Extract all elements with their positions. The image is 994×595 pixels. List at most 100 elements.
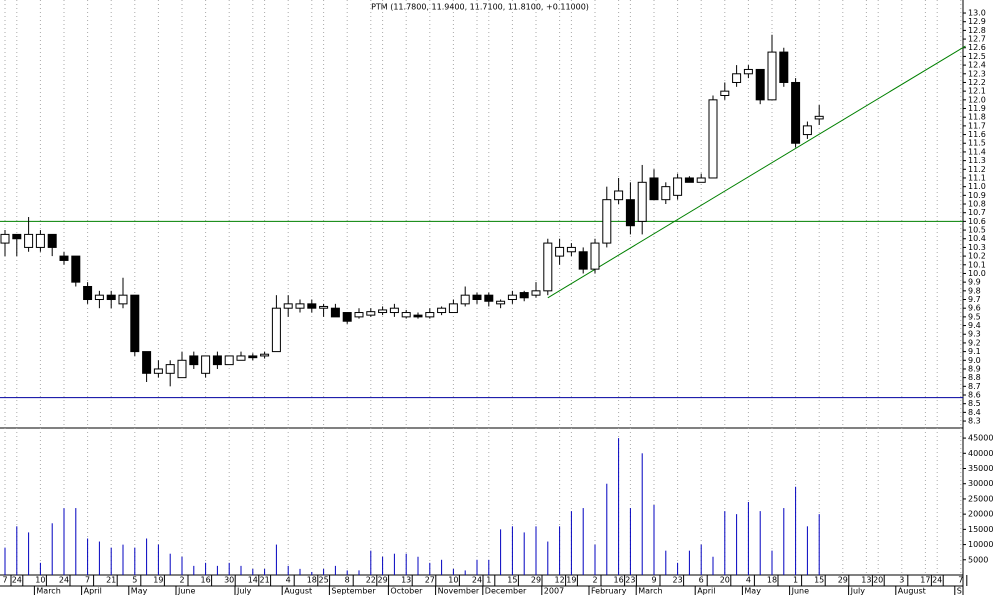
y-tick-label: 10.5 [968,226,986,235]
candle-body [448,303,458,314]
y2-tick-label: 40000 [968,449,993,458]
y2-tick-label: 20000 [968,510,993,519]
x-tick-label: 13 [401,576,411,585]
y-tick-label: 11.7 [968,121,986,130]
y-tick-label: 12.2 [968,78,986,87]
y2-tick-label: 5000 [968,555,988,564]
y2-tick-label: 45000 [968,434,993,443]
candle-body [24,233,34,248]
candle-body [47,233,57,248]
x-tick-label: 15 [814,576,824,585]
y-tick-label: 12.7 [968,35,986,44]
trendline [547,45,966,299]
y-tick-label: 10.1 [968,260,986,269]
y-tick-label: 8.5 [968,399,981,408]
y-tick-label: 10.9 [968,191,986,200]
candle-body [543,242,553,292]
y-tick-label: 12.3 [968,69,986,78]
month-label: August [284,587,312,595]
x-tick-label: 2 [179,576,184,585]
y-tick-label: 11.5 [968,139,986,148]
candle-body [0,233,10,244]
y-tick-label: 9.9 [968,278,981,287]
candle-body [271,307,281,353]
candle-body [661,186,671,201]
candle-body [614,190,624,201]
candle-body [767,51,777,101]
y-tick-label: 12.8 [968,26,986,35]
x-tick-label: 24 [472,576,482,585]
x-tick-label: 19 [566,576,576,585]
x-tick-label: 25 [319,576,329,585]
y-tick-label: 10.7 [968,208,986,217]
candle-body [342,312,352,322]
candle-body [566,246,576,253]
y2-tick-label: 15000 [968,525,993,534]
y-tick-label: 12.5 [968,52,986,61]
x-tick-label: 30 [224,576,234,585]
x-tick-label: 7 [2,576,7,585]
y-tick-label: 10.3 [968,243,986,252]
month-label: June [791,587,810,595]
x-tick-label: 4 [286,576,291,585]
candle-body [71,255,81,283]
y-tick-label: 9.7 [968,295,981,304]
candle-body [779,51,789,83]
candle-body [590,242,600,270]
x-tick-label: 24 [12,576,22,585]
candle-body [696,177,706,183]
x-tick-label: 5 [132,576,137,585]
x-tick-label: 7 [85,576,90,585]
month-label: June [177,587,196,595]
candle-body [153,368,163,374]
y-tick-label: 10.4 [968,234,986,243]
x-tick-label: 16 [614,576,624,585]
y-tick-label: 8.4 [968,408,981,417]
candle-body [484,294,494,302]
month-label: July [850,587,866,595]
y-tick-label: 11.8 [968,113,986,122]
month-label: April [84,587,102,595]
y-tick-label: 12.1 [968,87,986,96]
candle-body [472,294,482,301]
candle-body [413,314,423,318]
x-tick-label: 12 [555,576,565,585]
candle-body [236,355,246,361]
candle-body [106,294,116,301]
x-tick-label: 8 [345,576,350,585]
candle-body [625,199,635,227]
x-tick-label: 16 [201,576,211,585]
x-tick-label: 23 [625,576,635,585]
x-tick-label: 22 [366,576,376,585]
month-label: November [438,587,480,595]
y-tick-label: 8.8 [968,373,981,382]
candle-body [673,177,683,196]
month-label: S [957,587,962,595]
x-tick-label: 9 [651,576,656,585]
y-tick-label: 9.1 [968,347,981,356]
y-tick-label: 11.6 [968,130,986,139]
candle-body [59,255,69,261]
y-tick-label: 11.2 [968,165,986,174]
candle-body [389,307,399,314]
candle-body [177,359,187,379]
y2-tick-label: 35000 [968,464,993,473]
x-tick-label: 7 [958,576,963,585]
y-tick-label: 9.4 [968,321,981,330]
month-label: 2007 [544,587,564,595]
chart-title: PTM (11.7800, 11.9400, 11.7100, 11.8100,… [371,3,589,12]
candle-body [708,99,718,179]
x-tick-label: 24 [59,576,69,585]
month-label: February [591,587,627,595]
candle-body [802,125,812,136]
candle-body [637,181,647,222]
x-tick-label: 14 [248,576,258,585]
x-tick-label: 20 [720,576,730,585]
x-tick-label: 21 [260,576,270,585]
x-tick-label: 29 [378,576,388,585]
candle-body [35,233,45,248]
candle-body [743,68,753,75]
x-tick-label: 6 [699,576,704,585]
